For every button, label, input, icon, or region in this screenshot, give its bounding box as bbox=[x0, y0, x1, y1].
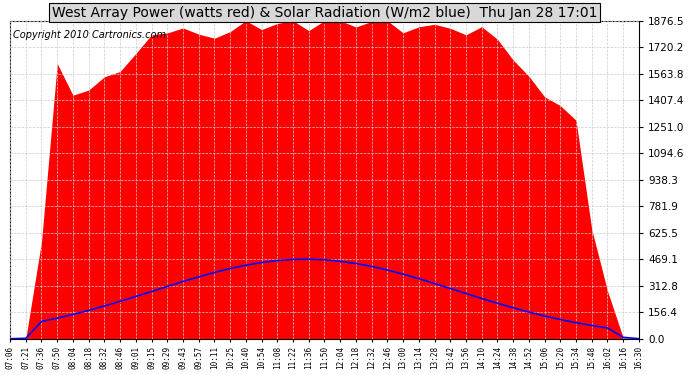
Text: Copyright 2010 Cartronics.com: Copyright 2010 Cartronics.com bbox=[13, 30, 166, 40]
Title: West Array Power (watts red) & Solar Radiation (W/m2 blue)  Thu Jan 28 17:01: West Array Power (watts red) & Solar Rad… bbox=[52, 6, 598, 20]
